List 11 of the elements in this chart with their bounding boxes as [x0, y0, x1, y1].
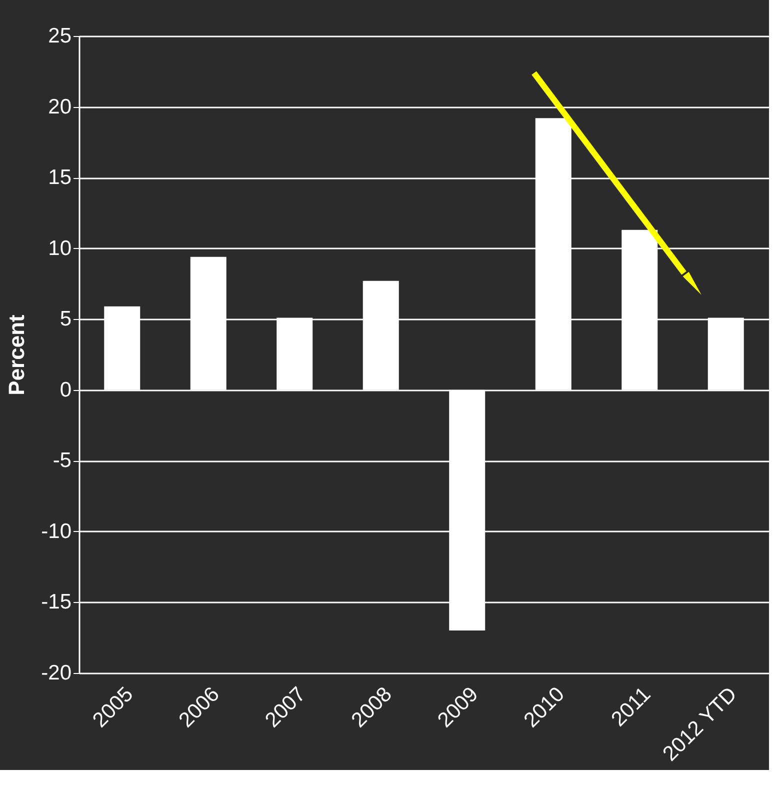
y-tick-label: 10 — [48, 236, 72, 260]
y-tick-label: -5 — [52, 449, 72, 472]
y-tick-label: 5 — [60, 308, 72, 331]
y-tick-label: 25 — [48, 24, 72, 48]
y-axis-title: Percent — [4, 314, 30, 396]
y-tick-label: 0 — [60, 378, 72, 402]
y-tick-label: 15 — [48, 166, 72, 190]
y-tick-label: 20 — [48, 95, 72, 118]
y-tick-label: -10 — [41, 520, 72, 543]
y-tick-label: -15 — [41, 590, 72, 614]
y-tick-label: -20 — [41, 662, 72, 684]
